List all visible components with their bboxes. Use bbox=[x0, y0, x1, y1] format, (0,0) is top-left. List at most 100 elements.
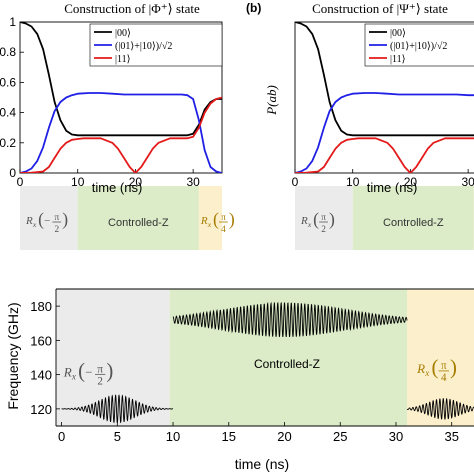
series-line-e41a1a bbox=[295, 137, 474, 173]
pulse-label-rx-first-rparen: ) bbox=[106, 359, 113, 382]
y-tick-label: 140 bbox=[30, 368, 52, 383]
pulse-label-rx-first-den: 2 bbox=[97, 375, 103, 387]
gate-label-rx-last-den: 4 bbox=[221, 225, 226, 235]
pulse-waveform-2 bbox=[406, 398, 474, 420]
gate-label-rx-first-den: 2 bbox=[54, 225, 59, 235]
gate-label-cz: Controlled-Z bbox=[383, 217, 444, 229]
gate-label-rx-first-lparen: ( bbox=[313, 209, 319, 229]
panel-a-xlabel: time (ns) bbox=[92, 180, 143, 195]
gate-label-rx-last-r: R bbox=[200, 215, 208, 227]
legend-entry: |11⟩ bbox=[390, 54, 406, 65]
series-line-1f1fe6 bbox=[20, 92, 222, 173]
pulse-label-rx-first-r: R bbox=[63, 364, 72, 379]
series-line-000000 bbox=[20, 22, 222, 137]
pulse-label-rx-last-lparen: ( bbox=[431, 356, 438, 379]
x-tick-label: 25 bbox=[333, 429, 347, 444]
x-tick-label: 30 bbox=[389, 429, 403, 444]
legend-entry: |00⟩ bbox=[115, 28, 131, 39]
panel-b-axes: 0 10 20 30 bbox=[292, 21, 474, 189]
panel-c-ylabel: Frequency (GHz) bbox=[5, 302, 21, 409]
x-tick-label: 30 bbox=[461, 175, 474, 189]
legend-entry: |11⟩ bbox=[115, 54, 131, 65]
series-line-000000 bbox=[295, 22, 474, 137]
gate-label-rx-first-sign: − bbox=[44, 215, 50, 227]
panel-a-legend: |00⟩ (|01⟩+|10⟩)/√2 |11⟩ bbox=[89, 23, 223, 67]
gate-band-1 bbox=[77, 186, 199, 250]
panel-b-title: Construction of |Ψ⁺⟩ state bbox=[312, 1, 448, 16]
panel-b-gate-bands: Rx(π2)Controlled-ZRx(π4) bbox=[295, 186, 474, 250]
x-tick-label: 15 bbox=[222, 429, 236, 444]
x-tick-label: 30 bbox=[186, 175, 200, 189]
y-tick-label: 0 bbox=[9, 166, 16, 180]
x-tick-label: 0 bbox=[58, 429, 65, 444]
panel-c-xlabel: time (ns) bbox=[235, 456, 289, 472]
y-tick-label: 0.4 bbox=[0, 106, 16, 120]
y-tick-label: 160 bbox=[30, 333, 52, 348]
gate-label-rx-first-sub: x bbox=[307, 220, 312, 229]
pulse-label-rx-last-sub: x bbox=[424, 368, 429, 378]
pulse-label-rx-first-sign: − bbox=[85, 364, 92, 379]
y-tick-label: 180 bbox=[30, 299, 52, 314]
gate-label-rx-first-sub: x bbox=[32, 220, 37, 229]
pulse-label-rx-first-lparen: ( bbox=[78, 359, 85, 382]
gate-label-rx-last-lparen: ( bbox=[213, 209, 219, 229]
legend-entry: (|01⟩+|10⟩)/√2 bbox=[390, 41, 447, 52]
panel-c-axes: 0 5 10 15 20 25 30 35 120 140 160 180 bbox=[30, 288, 474, 444]
pulse-label-rx-first-sub: x bbox=[71, 371, 76, 381]
pulse-label-rx-last-r: R bbox=[416, 361, 425, 376]
y-tick-label: 0.8 bbox=[0, 45, 16, 59]
x-tick-label: 0 bbox=[292, 175, 299, 189]
gate-label-rx-first-den: 2 bbox=[321, 225, 326, 235]
x-tick-label: 10 bbox=[166, 429, 180, 444]
x-tick-label: 20 bbox=[277, 429, 291, 444]
legend-box bbox=[89, 23, 223, 67]
x-tick-label: 10 bbox=[71, 175, 85, 189]
pulse-label-rx-last-den: 4 bbox=[441, 372, 447, 384]
series-line-e41a1a bbox=[20, 96, 222, 173]
gate-band-1 bbox=[352, 186, 474, 250]
x-tick-label: 35 bbox=[444, 429, 458, 444]
panel-b-xlabel: time (ns) bbox=[367, 180, 418, 195]
panel-b-ylabel: P(ab) bbox=[264, 85, 279, 116]
y-tick-label: 0.6 bbox=[0, 75, 16, 89]
pulse-label-rx-first-num: π bbox=[97, 363, 103, 375]
gate-label-rx-last-rparen: ) bbox=[229, 209, 235, 229]
y-tick-label: 1 bbox=[9, 15, 16, 29]
x-tick-label: 0 bbox=[17, 175, 24, 189]
panel-a-series bbox=[20, 22, 222, 173]
panel-b-series bbox=[295, 22, 474, 173]
x-tick-label: 20 bbox=[129, 175, 143, 189]
panel-b-legend: |00⟩ (|01⟩+|10⟩)/√2 |11⟩ bbox=[364, 23, 474, 67]
gate-label-rx-first-r: R bbox=[25, 215, 33, 227]
pulse-label-rx-last-num: π bbox=[441, 360, 447, 372]
gate-band-0 bbox=[20, 186, 78, 250]
gate-label-rx-first-r: R bbox=[300, 215, 308, 227]
y-tick-label: 0.2 bbox=[0, 136, 16, 150]
legend-entry: |00⟩ bbox=[390, 28, 406, 39]
gate-label-rx-first-num: π bbox=[321, 213, 326, 223]
gate-label-rx-last-num: π bbox=[221, 213, 226, 223]
x-tick-label: 10 bbox=[346, 175, 360, 189]
panel-c-label-cz: Controlled-Z bbox=[254, 357, 320, 371]
gate-band-2 bbox=[198, 186, 222, 250]
gate-label-cz: Controlled-Z bbox=[108, 217, 169, 229]
y-tick-label: 120 bbox=[30, 402, 52, 417]
pulse-waveform-1 bbox=[172, 301, 408, 338]
legend-entry: (|01⟩+|10⟩)/√2 bbox=[115, 41, 172, 52]
series-line-1f1fe6 bbox=[295, 92, 474, 173]
panel-b-tag: (b) bbox=[246, 1, 261, 15]
panel-a-title: Construction of |Φ⁺⟩ state bbox=[64, 1, 200, 16]
panel-a-axes: 0 10 20 30 0 0.2 0.4 0.6 0.8 1 bbox=[0, 15, 223, 189]
gate-label-rx-first-rparen: ) bbox=[329, 209, 335, 229]
gate-band-0 bbox=[295, 186, 353, 250]
x-tick-label: 5 bbox=[114, 429, 121, 444]
